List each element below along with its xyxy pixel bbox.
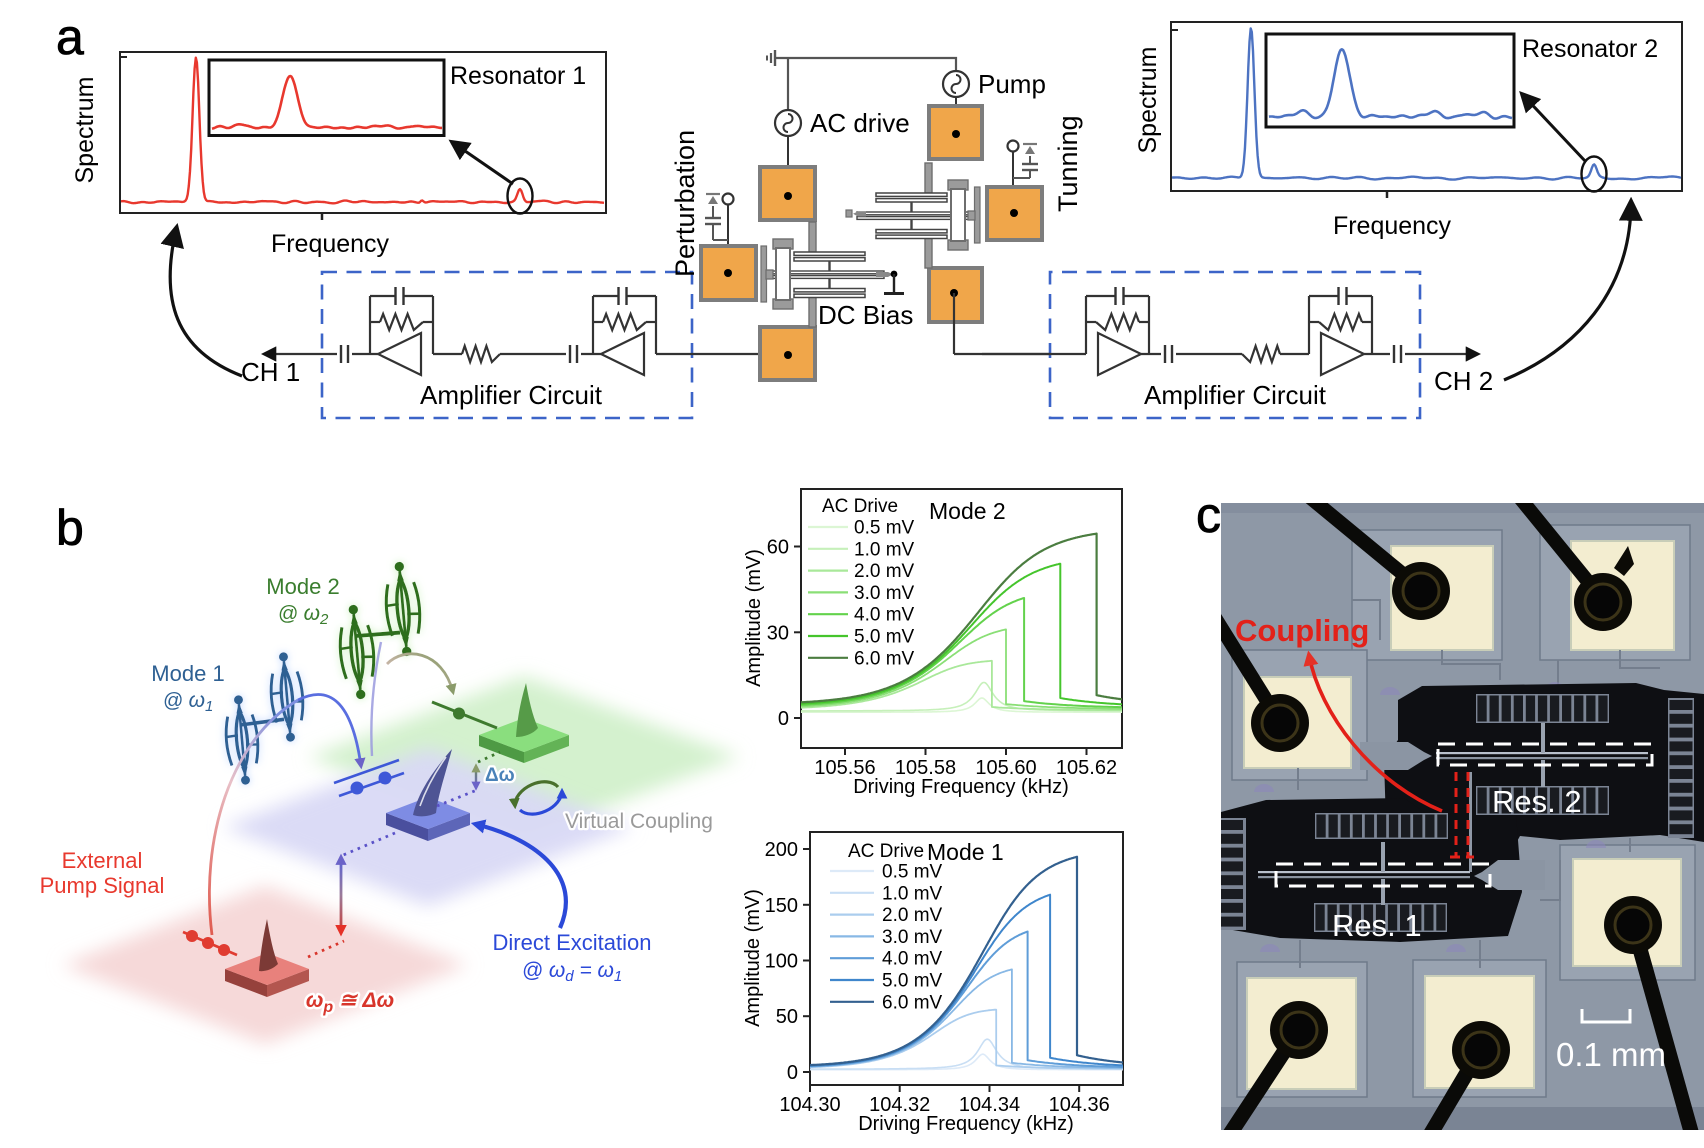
svg-text:b: b [56, 500, 84, 556]
svg-text:Driving Frequency (kHz): Driving Frequency (kHz) [858, 1113, 1074, 1135]
svg-text:Tunning: Tunning [1053, 115, 1083, 212]
svg-text:AC Drive: AC Drive [822, 496, 898, 517]
svg-text:104.34: 104.34 [959, 1094, 1020, 1116]
svg-text:CH 1: CH 1 [241, 357, 300, 387]
svg-text:Amplitude (mV): Amplitude (mV) [742, 889, 764, 1027]
svg-text:0.5 mV: 0.5 mV [854, 518, 915, 539]
svg-text:150: 150 [765, 895, 798, 917]
svg-text:105.62: 105.62 [1056, 757, 1117, 779]
svg-text:ωp ≅ Δω: ωp ≅ Δω [306, 989, 394, 1016]
svg-text:2.0 mV: 2.0 mV [882, 905, 943, 926]
svg-text:@ ω2: @ ω2 [278, 602, 329, 628]
svg-text:104.30: 104.30 [779, 1094, 840, 1116]
svg-text:5.0 mV: 5.0 mV [854, 627, 915, 648]
svg-text:1.0 mV: 1.0 mV [854, 539, 915, 560]
svg-text:Amplifier Circuit: Amplifier Circuit [420, 380, 603, 410]
svg-text:4.0 mV: 4.0 mV [882, 949, 943, 970]
svg-text:0.5 mV: 0.5 mV [882, 862, 943, 883]
svg-text:105.60: 105.60 [975, 757, 1036, 779]
svg-text:Resonator 1: Resonator 1 [450, 62, 586, 90]
svg-text:2.0 mV: 2.0 mV [854, 561, 915, 582]
svg-text:Frequency: Frequency [1333, 212, 1452, 240]
svg-text:Res. 2: Res. 2 [1492, 784, 1582, 819]
svg-text:200: 200 [765, 839, 798, 861]
svg-text:AC Drive: AC Drive [848, 841, 924, 862]
svg-text:1.0 mV: 1.0 mV [882, 883, 943, 904]
svg-text:Virtual Coupling: Virtual Coupling [565, 810, 713, 833]
svg-text:60: 60 [767, 537, 789, 559]
svg-text:AC drive: AC drive [810, 108, 910, 138]
svg-text:0: 0 [787, 1062, 798, 1084]
svg-text:Amplifier Circuit: Amplifier Circuit [1144, 380, 1327, 410]
svg-text:Mode 1: Mode 1 [151, 661, 224, 686]
svg-text:@ ωd = ω1: @ ωd = ω1 [522, 959, 623, 985]
svg-text:3.0 mV: 3.0 mV [882, 927, 943, 948]
svg-text:Driving Frequency (kHz): Driving Frequency (kHz) [853, 776, 1069, 798]
svg-text:Spectrum: Spectrum [71, 77, 99, 184]
svg-text:Spectrum: Spectrum [1134, 47, 1162, 154]
svg-text:Coupling: Coupling [1235, 613, 1369, 648]
svg-text:105.56: 105.56 [814, 757, 875, 779]
svg-text:6.0 mV: 6.0 mV [882, 992, 943, 1013]
svg-text:Amplitude (mV): Amplitude (mV) [743, 549, 765, 687]
svg-text:@ ω1: @ ω1 [163, 689, 214, 715]
svg-text:Mode 1: Mode 1 [927, 839, 1004, 865]
svg-text:Pump: Pump [978, 69, 1046, 99]
svg-text:Pump Signal: Pump Signal [40, 873, 165, 898]
svg-text:6.0 mV: 6.0 mV [854, 648, 915, 669]
svg-text:104.36: 104.36 [1049, 1094, 1110, 1116]
svg-text:CH 2: CH 2 [1434, 366, 1493, 396]
svg-text:0.1 mm: 0.1 mm [1556, 1036, 1666, 1073]
svg-text:Mode 2: Mode 2 [929, 498, 1006, 524]
svg-text:100: 100 [765, 951, 798, 973]
svg-text:0: 0 [778, 708, 789, 730]
svg-text:External: External [62, 848, 143, 873]
svg-text:104.32: 104.32 [869, 1094, 930, 1116]
svg-text:Frequency: Frequency [271, 230, 390, 258]
svg-text:105.58: 105.58 [895, 757, 956, 779]
svg-text:Direct Excitation: Direct Excitation [493, 930, 652, 955]
svg-text:50: 50 [776, 1006, 798, 1028]
svg-text:4.0 mV: 4.0 mV [854, 605, 915, 626]
svg-text:Perturbation: Perturbation [670, 130, 700, 277]
svg-text:30: 30 [767, 622, 789, 644]
svg-text:5.0 mV: 5.0 mV [882, 971, 943, 992]
svg-text:c: c [1196, 487, 1221, 543]
svg-text:Resonator 2: Resonator 2 [1522, 35, 1658, 63]
svg-text:DC Bias: DC Bias [818, 300, 913, 330]
svg-text:Res. 1: Res. 1 [1332, 908, 1422, 943]
svg-text:Mode 2: Mode 2 [266, 574, 339, 599]
svg-text:a: a [56, 9, 84, 65]
svg-text:Δω: Δω [485, 765, 515, 786]
svg-text:3.0 mV: 3.0 mV [854, 583, 915, 604]
